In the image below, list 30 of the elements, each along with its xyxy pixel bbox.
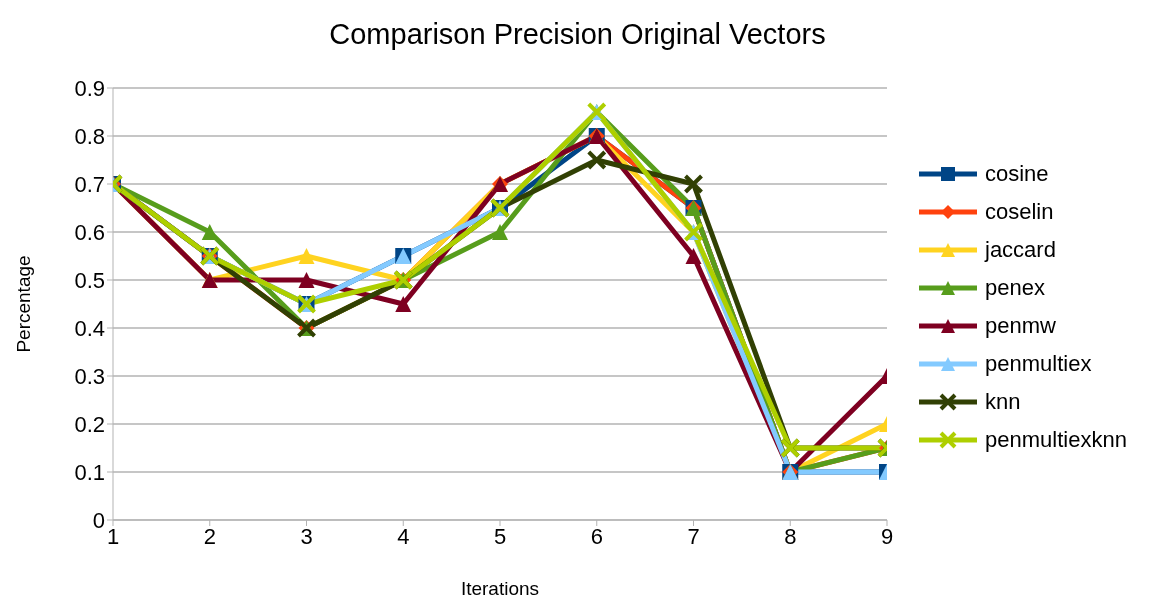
x-tick-label: 2 — [203, 523, 216, 549]
y-tick-label: 0.2 — [74, 411, 105, 437]
y-tick-label: 0.5 — [74, 267, 105, 293]
x-tick-label: 4 — [397, 523, 410, 549]
y-tick-label: 0.9 — [74, 75, 105, 101]
y-tick-label: 0.4 — [74, 315, 105, 341]
x-tick-label: 5 — [493, 523, 507, 549]
x-tick-label: 9 — [880, 523, 894, 549]
y-tick-label: 0.1 — [74, 459, 105, 485]
x-tick-label: 3 — [300, 523, 313, 549]
legend-label: jaccard — [985, 236, 1056, 263]
legend-label: penmw — [985, 312, 1056, 339]
legend-label: knn — [985, 388, 1021, 415]
legend-label: cosine — [985, 160, 1049, 187]
y-tick-label: 0.3 — [74, 363, 105, 389]
y-axis-title: Percentage — [12, 255, 34, 353]
legend-label: penex — [985, 274, 1045, 301]
x-tick-label: 7 — [687, 523, 700, 549]
legend-label: coselin — [985, 198, 1054, 225]
x-tick-label: 1 — [106, 523, 120, 549]
y-tick-label: 0.8 — [74, 123, 105, 149]
legend-label: penmultiex — [985, 350, 1092, 377]
y-tick-label: 0.6 — [74, 219, 105, 245]
x-axis-title: Iterations — [460, 578, 540, 599]
x-tick-label: 6 — [590, 523, 603, 549]
x-tick-label: 8 — [784, 523, 797, 549]
legend-label: penmultiexknn — [985, 426, 1127, 453]
y-tick-label: 0.7 — [74, 171, 105, 197]
y-tick-label: 0 — [92, 507, 105, 533]
chart-title: Comparison Precision Original Vectors — [328, 18, 827, 51]
